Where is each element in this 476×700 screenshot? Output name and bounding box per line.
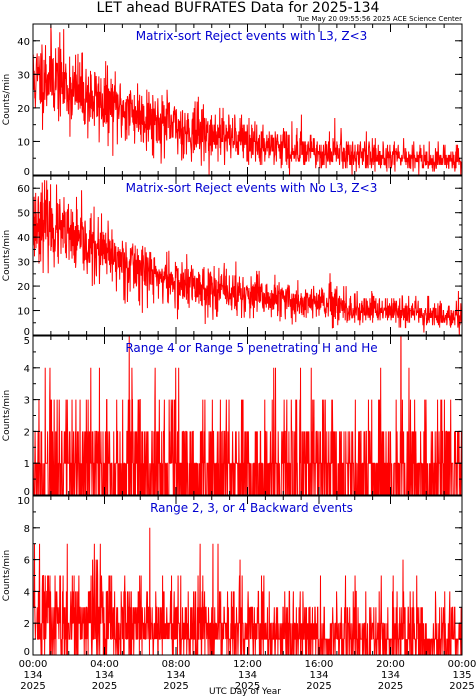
y-tick-label: 4 [24, 587, 30, 598]
y-tick-label: 60 [17, 184, 30, 195]
y-axis-label: Counts/min [2, 390, 12, 441]
x-tick-label: 2025 [378, 681, 403, 692]
y-tick-label: 8 [24, 524, 30, 535]
x-tick-label: 134 [238, 670, 257, 681]
series-line-1 [33, 25, 462, 175]
x-tick-label: 2025 [306, 681, 331, 692]
panel-1: 0 10 20 30 40 Matrix-sort Reject events with … [2, 23, 463, 178]
y-tick-label: 50 [17, 209, 30, 220]
y-tick-label: 3 [24, 396, 30, 407]
y-tick-label: 40 [17, 233, 30, 244]
x-tick-label: 134 [23, 670, 42, 681]
y-tick-label: 30 [17, 70, 30, 81]
panel-2: 0 10 20 30 40 50 60 Matrix-sort Reject events w… [2, 175, 463, 338]
y-tick-label: 10 [17, 307, 30, 318]
y-axis-label: Counts/min [2, 74, 12, 125]
x-tick-label: 2025 [92, 681, 117, 692]
x-tick-label: 04:00 [90, 659, 119, 670]
x-tick-label: 08:00 [162, 659, 191, 670]
y-tick-label: 5 [24, 336, 30, 347]
x-tick-label: 00:00 [19, 659, 48, 670]
panel-4: 0 2 4 6 8 10 Range 2, 3, or 4 Backward events C… [2, 495, 463, 658]
x-tick-label: 2025 [20, 681, 45, 692]
panel-3: 0 1 2 3 4 5 Range 4 or Range 5 penetrating H a… [2, 335, 463, 498]
y-tick-label: 40 [17, 37, 30, 48]
x-tick-labels: 00:00134202504:00134202508:00134202512:0… [19, 659, 476, 692]
x-axis-label: UTC Day of Year [209, 687, 281, 697]
y-tick-label: 0 [24, 167, 30, 178]
y-axis-label: Counts/min [2, 230, 12, 281]
x-tick-label: 134 [309, 670, 328, 681]
y-tick-label: 1 [24, 459, 30, 470]
y-tick-label: 4 [24, 364, 30, 375]
x-tick-label: 2025 [235, 681, 260, 692]
y-tick-label: 0 [24, 647, 30, 658]
figure-title: LET ahead BUFRATES Data for 2025-134 [97, 0, 380, 16]
panel-title: Matrix-sort Reject events with No L3, Z<… [126, 181, 378, 195]
x-tick-label: 12:00 [233, 659, 262, 670]
y-tick-label: 30 [17, 258, 30, 269]
x-tick-label: 134 [381, 670, 400, 681]
y-tick-label: 20 [17, 282, 30, 293]
x-tick-label: 20:00 [376, 659, 405, 670]
panel-title: Matrix-sort Reject events with L3, Z<3 [136, 29, 368, 43]
x-tick-label: 16:00 [305, 659, 334, 670]
y-tick-label: 2 [24, 619, 30, 630]
panel-title: Range 2, 3, or 4 Backward events [150, 501, 353, 515]
y-tick-label: 0 [24, 487, 30, 498]
y-tick-label: 2 [24, 427, 30, 438]
series-line-2 [33, 180, 462, 335]
y-tick-label: 10 [17, 496, 30, 507]
y-tick-label: 20 [17, 104, 30, 115]
y-tick-label: 10 [17, 137, 30, 148]
y-tick-label: 6 [24, 556, 30, 567]
x-tick-label: 00:00 [448, 659, 476, 670]
y-tick-label: 0 [24, 327, 30, 338]
panel-title: Range 4 or Range 5 penetrating H and He [125, 341, 377, 355]
x-tick-label: 135 [452, 670, 471, 681]
x-tick-label: 134 [95, 670, 114, 681]
timestamp: Tue May 20 09:55:56 2025 ACE Science Cen… [296, 15, 462, 23]
x-tick-label: 2025 [449, 681, 474, 692]
x-tick-label: 2025 [163, 681, 188, 692]
x-tick-label: 134 [166, 670, 185, 681]
series-line-3 [33, 336, 462, 495]
y-axis-label: Counts/min [2, 550, 12, 601]
